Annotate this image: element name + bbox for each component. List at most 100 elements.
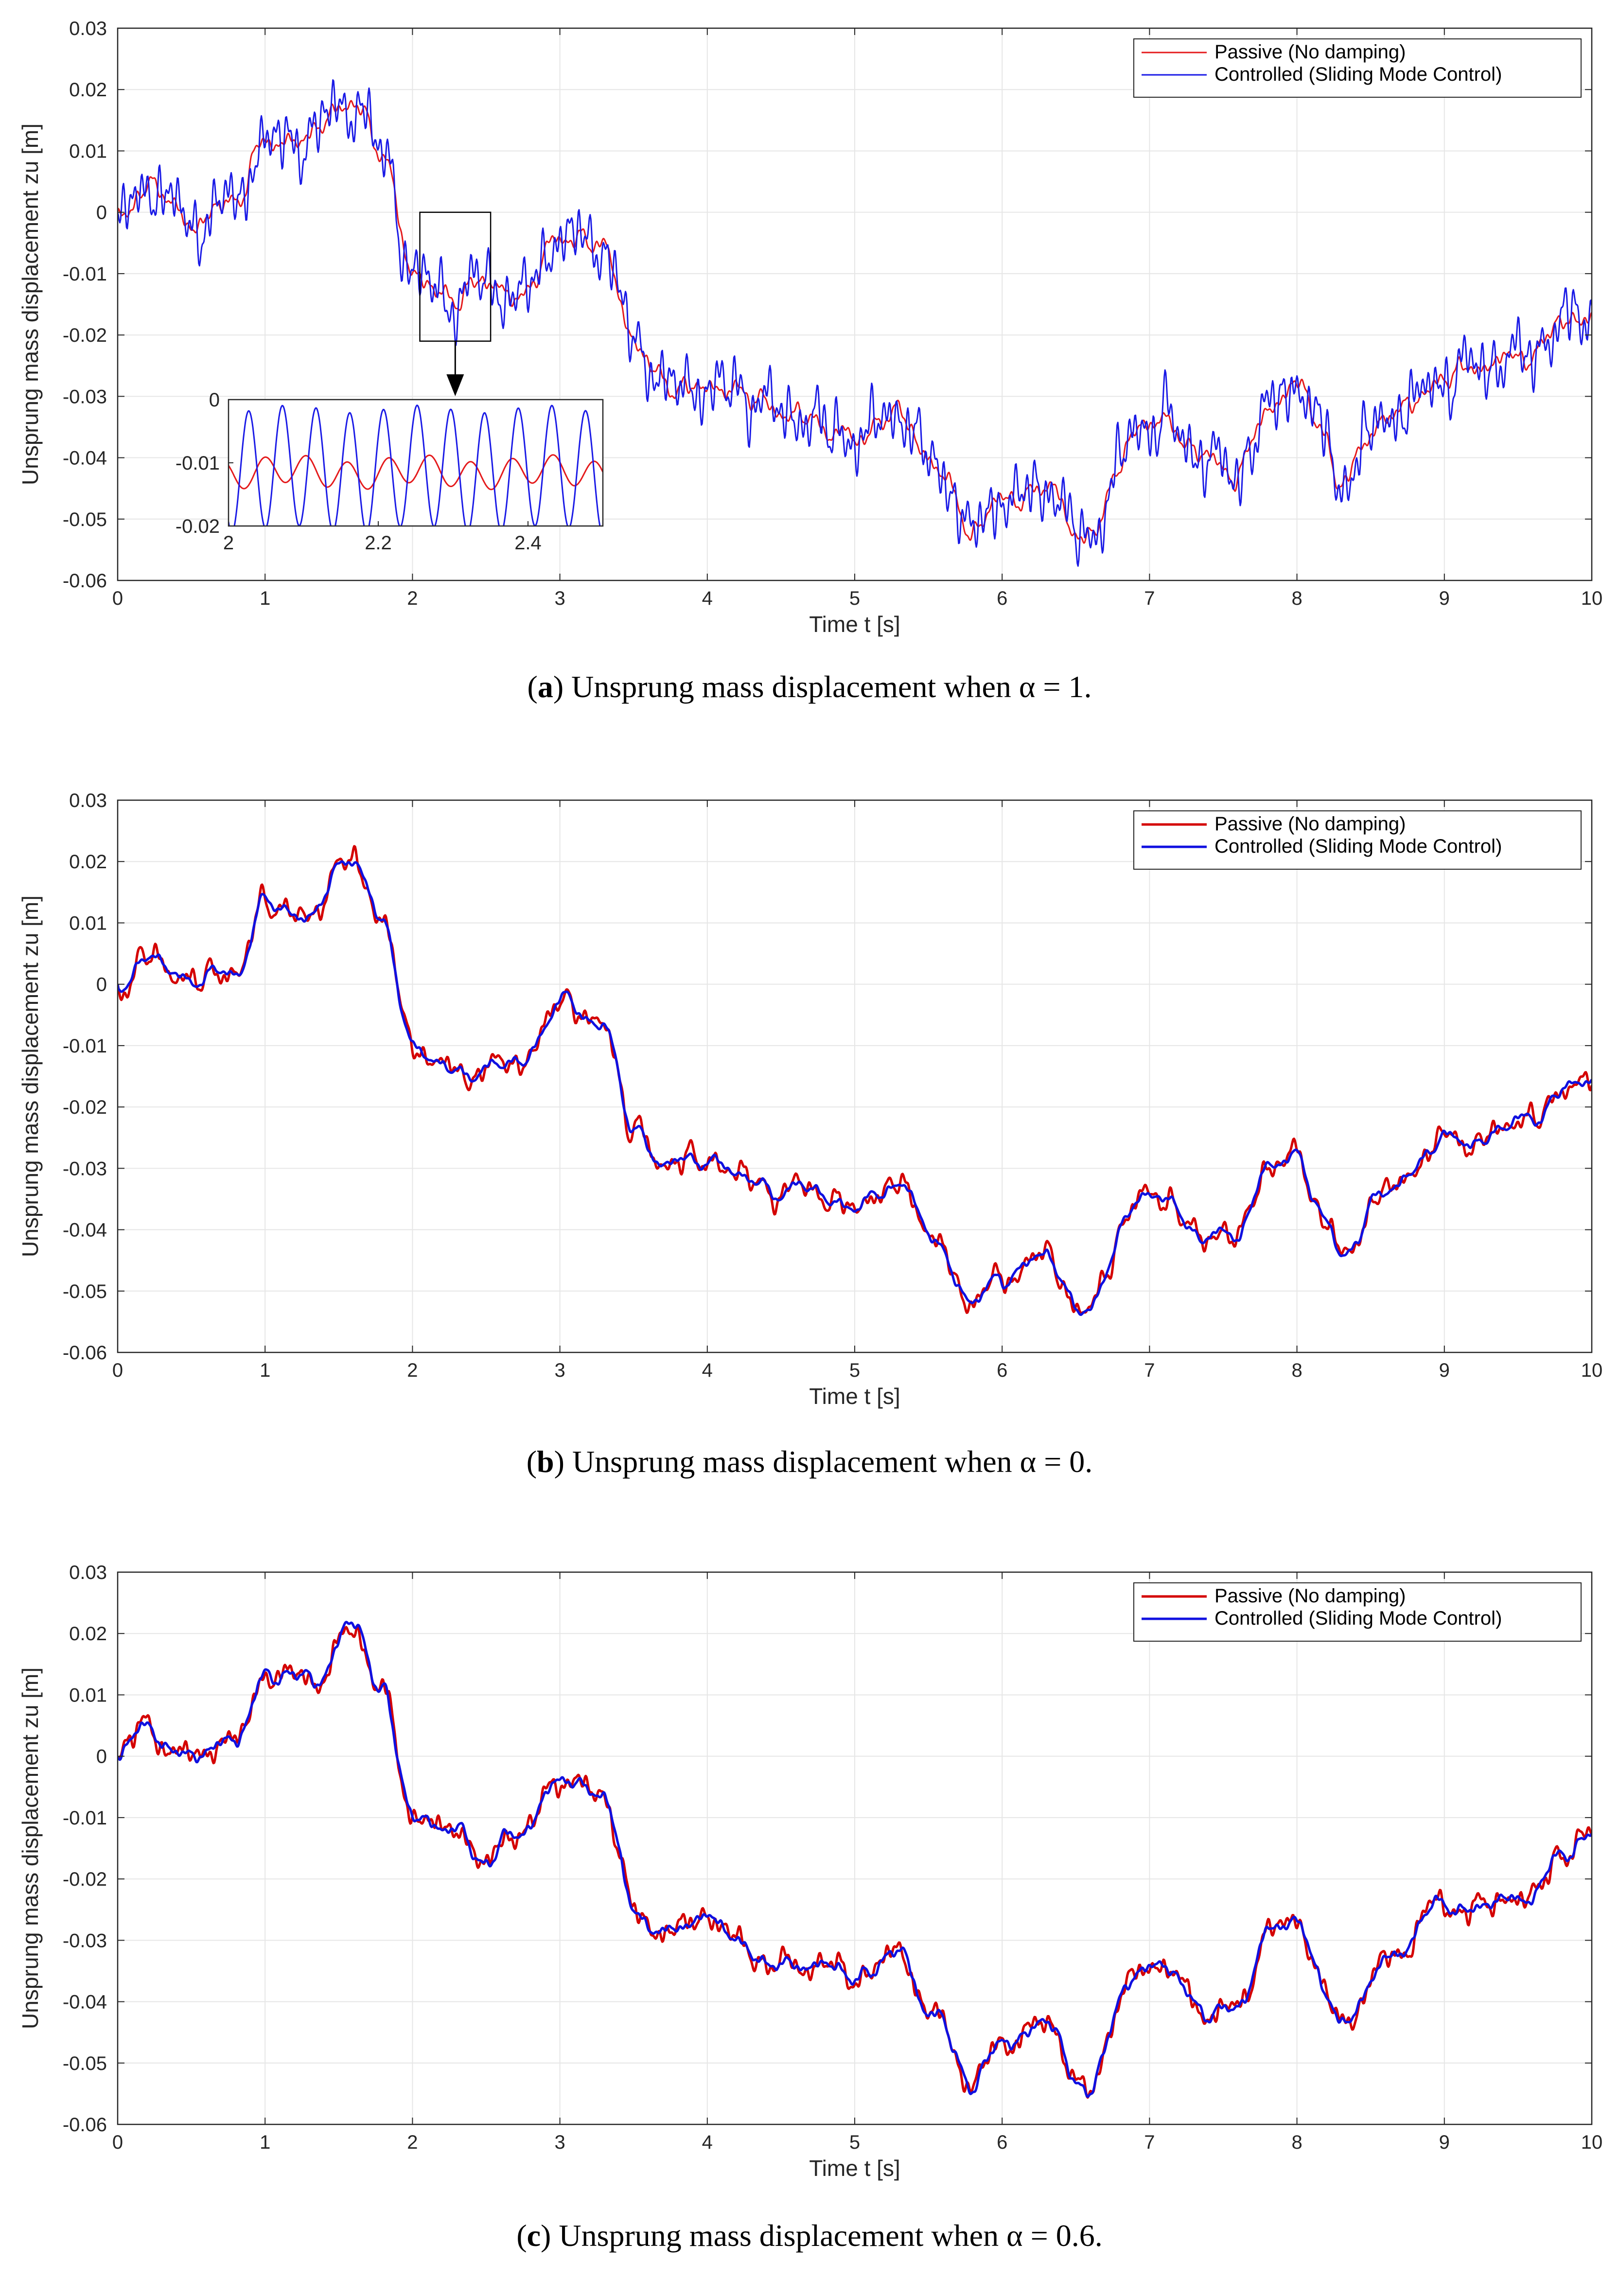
caption-paren-close: ) [541, 2218, 559, 2253]
x-tick-label: 3 [554, 2132, 565, 2153]
y-tick-label: 0.02 [69, 851, 107, 873]
x-tick-label: 0 [112, 2132, 123, 2153]
y-tick-label: -0.06 [63, 570, 107, 592]
y-tick-label: -0.06 [63, 2114, 107, 2136]
caption-label: b [537, 1444, 554, 1479]
y-tick-label: -0.03 [63, 1930, 107, 1951]
x-tick-label: 6 [997, 2132, 1007, 2153]
x-tick-label: 1 [260, 1360, 270, 1381]
x-tick-label: 5 [849, 1360, 860, 1381]
y-tick-label: 0.03 [69, 790, 107, 811]
inset-line-passive [229, 454, 603, 491]
y-axis-label: Unsprung mass displacement zu [m] [18, 1667, 43, 2029]
y-tick-label: -0.04 [63, 1992, 107, 2013]
y-tick-label: -0.05 [63, 2053, 107, 2074]
caption-label: a [538, 669, 553, 704]
x-tick-label: 8 [1291, 588, 1302, 609]
x-tick-label: 6 [997, 588, 1007, 609]
y-tick-label: -0.04 [63, 1220, 107, 1241]
series-group [118, 1621, 1592, 2099]
tick-labels: 0 1 2 3 4 5 6 7 8 9 10 0.03 0.02 0.01 0 -0.01 -0.02 -0.03… [63, 18, 1602, 609]
x-tick-label: 7 [1144, 1360, 1155, 1381]
y-tick-label: 0 [96, 1746, 107, 1768]
y-tick-label: -0.03 [63, 1158, 107, 1179]
y-tick-label: -0.02 [63, 1869, 107, 1890]
caption-paren-open: ( [527, 1444, 537, 1479]
y-tick-label: -0.02 [63, 325, 107, 346]
figure-caption-a: (a) Unsprung mass displacement when α = … [528, 669, 1092, 704]
y-tick-label: -0.03 [63, 386, 107, 407]
inset-x-tick-label: 2 [223, 532, 234, 554]
x-axis-label: Time t [s] [809, 2156, 900, 2181]
zoom-arrow-head [446, 374, 464, 396]
y-tick-label: -0.05 [63, 1281, 107, 1302]
x-tick-label: 5 [849, 588, 860, 609]
y-tick-label: 0.01 [69, 912, 107, 934]
x-tick-label: 0 [112, 588, 123, 609]
x-tick-label: 3 [554, 1360, 565, 1381]
caption-body: Unsprung mass displacement when α = 0.6. [559, 2218, 1102, 2253]
y-tick-label: -0.01 [63, 1807, 107, 1829]
legend-label-passive: Passive (No damping) [1214, 813, 1406, 835]
y-tick-label: -0.01 [63, 263, 107, 285]
inset-y-tick-label: 0 [209, 389, 220, 411]
chart-panel-a: 0 1 2 3 4 5 6 7 8 9 10 0.03 0.02 0.01 0 -0.01 -0.02 -0.03… [18, 18, 1602, 637]
tick-labels: 0 1 2 3 4 5 6 7 8 9 10 0.03 0.02 0.01 0 -0.01 -0.02 -0.03… [63, 790, 1602, 1381]
legend: Passive (No damping)Controlled (Sliding … [1133, 810, 1582, 870]
y-tick-label: 0.02 [69, 1623, 107, 1645]
caption-label: c [527, 2218, 541, 2253]
series-group [118, 79, 1592, 567]
legend: Passive (No damping)Controlled (Sliding … [1133, 1582, 1582, 1642]
legend: Passive (No damping)Controlled (Sliding … [1133, 38, 1582, 98]
caption-paren-close: ) [554, 1444, 572, 1479]
legend-label-controlled: Controlled (Sliding Mode Control) [1214, 836, 1502, 857]
x-tick-label: 2 [407, 588, 418, 609]
inset-chart: 2 2.2 2.4 0 -0.01 -0.02 [176, 389, 604, 554]
x-tick-label: 1 [260, 588, 270, 609]
y-tick-label: 0 [96, 202, 107, 224]
legend-label-controlled: Controlled (Sliding Mode Control) [1214, 1608, 1502, 1629]
tick-labels: 0 1 2 3 4 5 6 7 8 9 10 0.03 0.02 0.01 0 -0.01 -0.02 -0.03… [63, 1562, 1602, 2153]
series-line-controlled [118, 79, 1592, 567]
x-tick-label: 10 [1581, 2132, 1603, 2153]
x-tick-label: 3 [554, 588, 565, 609]
y-tick-label: 0.01 [69, 1684, 107, 1706]
y-axis-label: Unsprung mass displacement zu [m] [18, 895, 43, 1257]
y-tick-label: 0.03 [69, 1562, 107, 1583]
figure-caption-c: (c) Unsprung mass displacement when α = … [516, 2218, 1102, 2253]
series-line-controlled [118, 860, 1592, 1316]
chart-panel-c: 0 1 2 3 4 5 6 7 8 9 10 0.03 0.02 0.01 0 -0.01 -0.02 -0.03… [18, 1562, 1602, 2181]
caption-body: Unsprung mass displacement when α = 1. [571, 669, 1091, 704]
x-tick-label: 5 [849, 2132, 860, 2153]
legend-label-controlled: Controlled (Sliding Mode Control) [1214, 64, 1502, 85]
x-tick-label: 9 [1439, 588, 1450, 609]
x-tick-label: 4 [702, 1360, 713, 1381]
y-tick-label: 0.03 [69, 18, 107, 39]
x-axis-label: Time t [s] [809, 1384, 900, 1409]
x-tick-label: 8 [1291, 2132, 1302, 2153]
inset-series [229, 404, 603, 526]
x-tick-label: 0 [112, 1360, 123, 1381]
x-tick-label: 1 [260, 2132, 270, 2153]
x-tick-label: 4 [702, 588, 713, 609]
y-tick-label: 0.02 [69, 79, 107, 101]
legend-label-passive: Passive (No damping) [1214, 1585, 1406, 1607]
y-tick-label: 0 [96, 974, 107, 996]
x-tick-label: 10 [1581, 588, 1603, 609]
y-axis-label: Unsprung mass displacement zu [m] [18, 123, 43, 485]
inset-line-controlled [229, 404, 601, 526]
inset-y-tick-label: -0.01 [176, 453, 220, 474]
inset-x-tick-label: 2.2 [365, 532, 392, 554]
series-line-passive [118, 845, 1592, 1315]
x-tick-label: 7 [1144, 588, 1155, 609]
x-tick-label: 8 [1291, 1360, 1302, 1381]
x-tick-label: 10 [1581, 1360, 1603, 1381]
x-tick-label: 9 [1439, 2132, 1450, 2153]
x-tick-label: 4 [702, 2132, 713, 2153]
y-tick-label: -0.04 [63, 448, 107, 469]
legend-box [1133, 810, 1582, 870]
x-tick-label: 7 [1144, 2132, 1155, 2153]
y-tick-label: -0.02 [63, 1097, 107, 1118]
figure-caption-b: (b) Unsprung mass displacement when α = … [527, 1444, 1093, 1479]
